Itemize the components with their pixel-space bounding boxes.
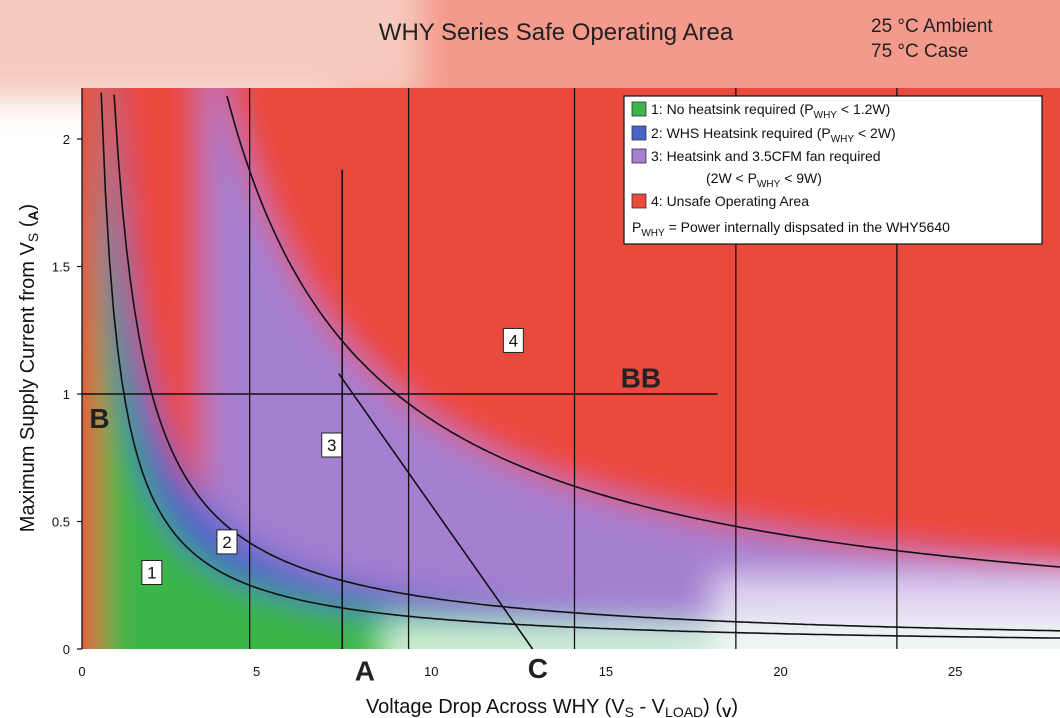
y-tick-label: 0.5 <box>52 515 70 530</box>
x-tick-label: 10 <box>424 664 438 679</box>
annotation-c: C <box>528 653 548 684</box>
legend-box <box>623 95 1043 245</box>
legend-swatch <box>631 101 647 117</box>
region-label-4: 4 <box>509 331 518 350</box>
region-label-box <box>321 432 343 458</box>
region-labels: 1 2 3 4 <box>141 327 524 585</box>
region-label-box <box>216 529 238 555</box>
x-tick-label: 5 <box>253 664 260 679</box>
annotation-bb: BB <box>621 362 661 393</box>
axes: 00.511.520 5 10 15 20 25 <box>52 88 962 679</box>
legend-entry: 3: Heatsink and 3.5CFM fan required <box>651 148 881 164</box>
glow-top-left <box>0 0 420 100</box>
y-tick-label: 0 <box>63 642 70 657</box>
annotation-lines <box>82 169 718 650</box>
region-label-3: 3 <box>327 436 336 455</box>
case-condition: 75 °C Case <box>871 41 968 62</box>
legend: 1: No heatsink required (PWHY < 1.2W) 2: … <box>623 95 1043 245</box>
x-tick-label: 25 <box>948 664 962 679</box>
region-label-1: 1 <box>147 564 156 583</box>
y-tick-label: 2 <box>63 132 70 147</box>
power-curve <box>113 94 1060 632</box>
line-c <box>338 373 534 650</box>
x-tick-label: 0 <box>78 664 85 679</box>
ambient-condition: 25 °C Ambient <box>871 16 993 37</box>
legend-note: PWHY = Power internally dispsated in the… <box>632 219 950 239</box>
legend-swatch <box>631 125 647 141</box>
power-curve <box>226 95 1060 568</box>
y-axis-label: Maximum Supply Current from VS (A) <box>17 204 41 532</box>
x-tick-label: 20 <box>773 664 787 679</box>
legend-entry: 4: Unsafe Operating Area <box>651 193 809 209</box>
region-label-2: 2 <box>222 533 231 552</box>
annotation-a: A <box>355 656 375 687</box>
legend-swatch <box>631 148 647 164</box>
legend-swatch <box>631 193 647 209</box>
x-axis-label: Voltage Drop Across WHY (VS - VLOAD) (V) <box>366 696 738 718</box>
legend-entry: 1: No heatsink required (PWHY < 1.2W) <box>651 101 890 121</box>
power-curve <box>100 92 1060 639</box>
x-tick-label: 15 <box>599 664 613 679</box>
axis-titles: Voltage Drop Across WHY (VS - VLOAD) (V)… <box>17 204 738 718</box>
glow-left-white <box>0 200 20 649</box>
chart-title: WHY Series Safe Operating Area <box>379 19 734 46</box>
power-curves <box>100 92 1060 639</box>
region-label-box <box>502 327 524 353</box>
legend-entry: 2: WHS Heatsink required (PWHY < 2W) <box>651 125 896 145</box>
y-tick-label: 1.5 <box>52 260 70 275</box>
legend-entry: (2W < PWHY < 9W) <box>706 170 822 190</box>
region-label-box <box>141 560 163 585</box>
y-tick-label: 1 <box>63 387 70 402</box>
annotation-b: B <box>89 403 109 434</box>
region-1-fill <box>98 88 1060 649</box>
region-3-fill <box>202 88 1060 649</box>
